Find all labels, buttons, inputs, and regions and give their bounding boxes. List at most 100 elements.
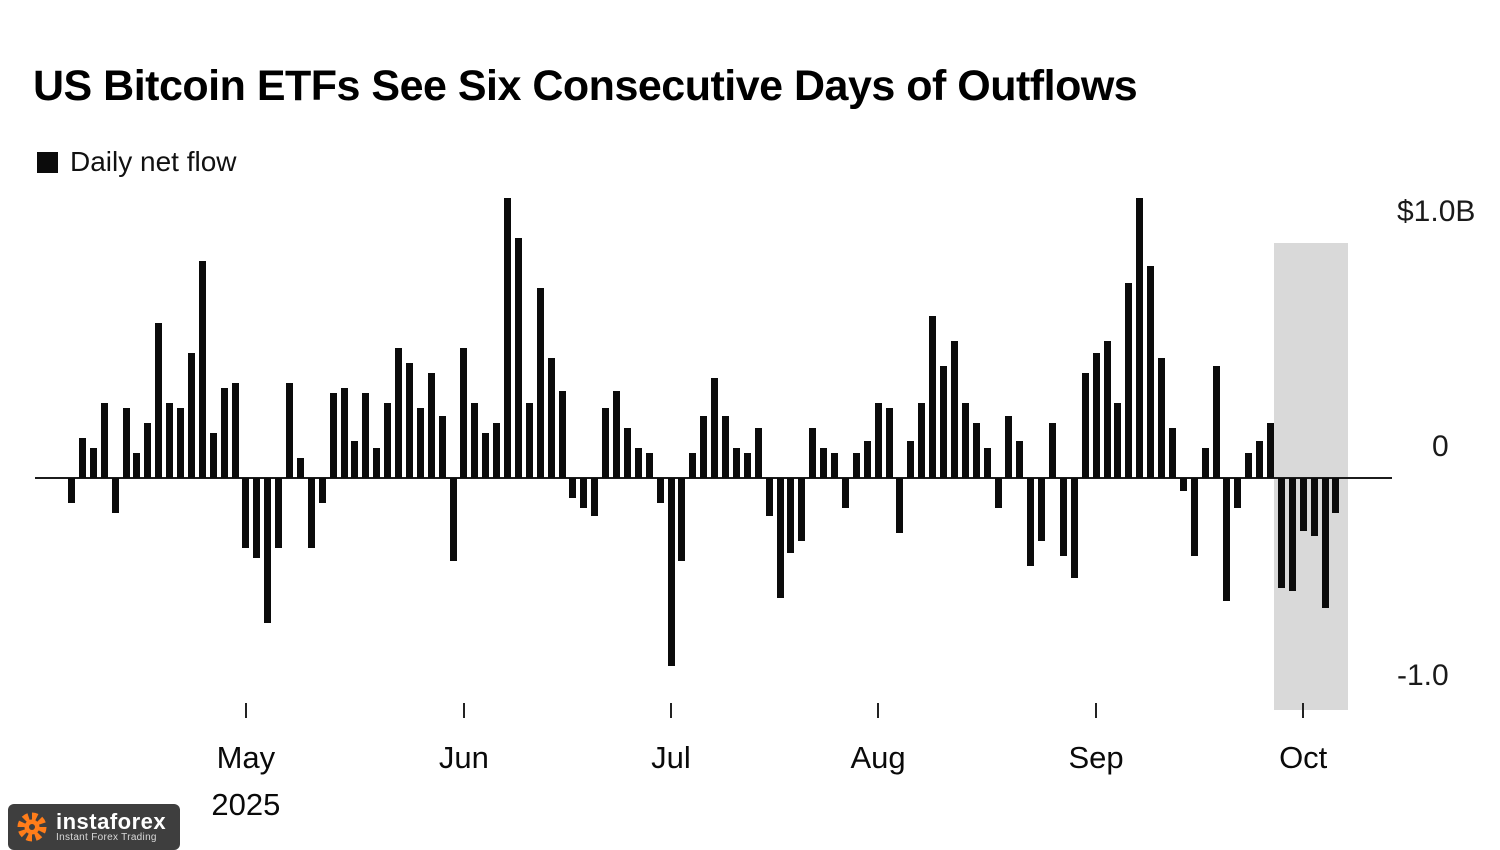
bar <box>1016 440 1024 478</box>
x-tick <box>1302 703 1305 718</box>
bar <box>841 478 849 508</box>
bar <box>950 340 958 478</box>
bar <box>1081 373 1089 478</box>
bar <box>405 363 413 478</box>
bar <box>395 348 402 478</box>
gear-icon <box>17 812 47 842</box>
bar <box>907 440 915 478</box>
bar <box>1147 265 1155 478</box>
bar <box>1136 198 1144 478</box>
bar <box>809 428 817 478</box>
month-label: Jul <box>651 740 691 775</box>
bar <box>1158 358 1165 478</box>
bar <box>340 388 348 478</box>
bar <box>351 440 359 478</box>
logo-text: instaforex Instant Forex Trading <box>56 810 166 844</box>
bar <box>569 478 577 498</box>
bar <box>427 373 435 478</box>
bar <box>1256 440 1264 478</box>
bar <box>1125 283 1133 478</box>
bar <box>78 438 86 478</box>
bar <box>1027 478 1035 566</box>
bar <box>852 453 860 478</box>
bar <box>198 260 206 478</box>
bar <box>1310 478 1318 536</box>
bar <box>798 478 806 541</box>
legend-label: Daily net flow <box>70 146 237 177</box>
bar <box>166 403 174 478</box>
month-label: Oct <box>1279 740 1328 775</box>
x-tick <box>244 703 247 718</box>
bar <box>547 358 555 478</box>
bar <box>831 453 838 478</box>
bar <box>1049 423 1056 478</box>
legend-swatch-icon <box>37 151 58 173</box>
y-axis-label-zero: 0 <box>1432 430 1449 463</box>
bar <box>896 478 904 533</box>
instaforex-logo: instaforex Instant Forex Trading <box>8 804 181 850</box>
bar <box>100 403 108 478</box>
bar <box>754 428 762 478</box>
bar <box>940 365 947 478</box>
bar <box>514 238 522 478</box>
bar <box>885 408 893 478</box>
bar <box>722 415 729 478</box>
bar <box>689 453 697 478</box>
bar <box>275 478 283 548</box>
bar <box>1179 478 1187 491</box>
bar <box>525 403 533 478</box>
bar <box>177 408 184 478</box>
bar <box>1092 353 1100 478</box>
bar <box>1201 448 1209 478</box>
bar <box>1332 478 1340 513</box>
bar <box>1190 478 1198 556</box>
bar <box>874 403 882 478</box>
bar <box>1168 428 1176 478</box>
bar <box>264 478 272 623</box>
bar <box>1038 478 1046 541</box>
bar <box>1321 478 1329 608</box>
bar <box>863 440 871 478</box>
bar <box>536 288 544 478</box>
month-label: Sep <box>1068 740 1124 775</box>
bar <box>929 315 937 478</box>
bar <box>438 415 446 478</box>
bar <box>634 448 642 478</box>
bar <box>623 428 631 478</box>
bar <box>1103 340 1111 478</box>
bar <box>918 403 926 478</box>
legend: Daily net flow <box>37 146 237 178</box>
bar <box>765 478 773 516</box>
bar <box>1212 365 1220 478</box>
bar <box>231 383 239 478</box>
bar <box>155 323 163 478</box>
bar <box>329 393 337 478</box>
bar <box>187 353 195 478</box>
bar <box>972 423 980 478</box>
bar <box>602 408 610 478</box>
bar <box>1234 478 1242 508</box>
bar <box>558 390 566 478</box>
bar <box>613 390 620 478</box>
bar <box>700 415 708 478</box>
bar <box>645 453 653 478</box>
logo-tagline: Instant Forex Trading <box>56 832 157 844</box>
bar <box>144 423 152 478</box>
chart-title: US Bitcoin ETFs See Six Consecutive Days… <box>33 62 1138 110</box>
bar <box>253 478 261 558</box>
bar <box>732 448 740 478</box>
bar <box>493 423 501 478</box>
bar <box>416 408 424 478</box>
logo-name: instaforex <box>56 809 167 835</box>
bar <box>1299 478 1307 531</box>
bar <box>994 478 1002 508</box>
month-label: Aug <box>850 740 906 775</box>
bar <box>209 433 217 478</box>
bar <box>1005 415 1013 478</box>
bar <box>296 458 304 478</box>
bar <box>1267 423 1274 478</box>
bar <box>656 478 664 503</box>
